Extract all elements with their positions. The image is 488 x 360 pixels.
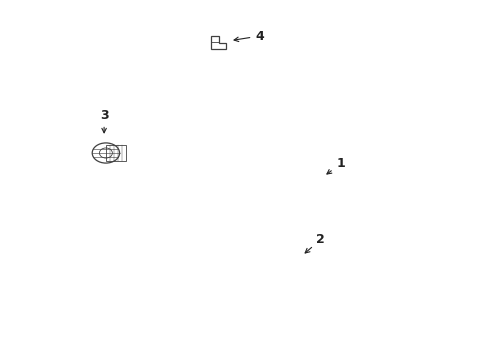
Text: 2: 2 (305, 233, 325, 253)
Text: 4: 4 (234, 30, 264, 42)
Text: 3: 3 (100, 109, 108, 133)
Text: 1: 1 (326, 157, 345, 174)
